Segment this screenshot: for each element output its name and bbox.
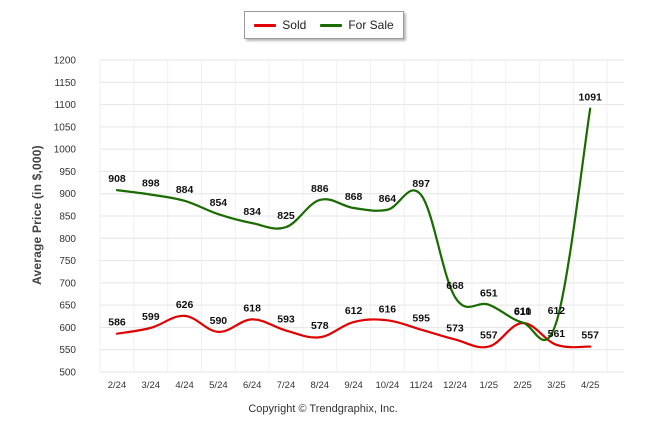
data-label-for-sale: 864 bbox=[379, 193, 397, 205]
data-label-for-sale: 668 bbox=[446, 280, 464, 292]
legend-swatch-for-sale bbox=[320, 23, 343, 27]
y-tick-label: 900 bbox=[59, 189, 76, 200]
data-label-for-sale: 825 bbox=[277, 210, 295, 222]
data-label-for-sale: 651 bbox=[480, 288, 498, 300]
y-tick-label: 1200 bbox=[54, 56, 77, 67]
data-label-sold: 578 bbox=[311, 320, 329, 332]
data-label-sold: 610 bbox=[514, 306, 532, 318]
x-tick-label: 2/25 bbox=[513, 380, 532, 391]
data-label-sold: 626 bbox=[176, 299, 194, 311]
y-tick-label: 1000 bbox=[54, 145, 77, 156]
y-tick-label: 550 bbox=[59, 345, 76, 356]
x-tick-label: 5/24 bbox=[209, 380, 228, 391]
data-label-sold: 557 bbox=[480, 330, 498, 342]
y-tick-label: 950 bbox=[59, 167, 76, 178]
data-label-for-sale: 1091 bbox=[579, 92, 603, 104]
data-label-sold: 599 bbox=[142, 311, 160, 323]
data-label-for-sale: 611 bbox=[514, 306, 531, 318]
legend-item-sold[interactable]: Sold bbox=[254, 18, 306, 32]
data-label-for-sale: 612 bbox=[548, 305, 566, 317]
y-tick-label: 850 bbox=[59, 212, 76, 223]
x-tick-label: 6/24 bbox=[243, 380, 262, 391]
data-label-sold: 595 bbox=[412, 313, 430, 325]
x-tick-label: 12/24 bbox=[443, 380, 467, 391]
series-line-sold bbox=[115, 314, 592, 349]
y-tick-label: 1150 bbox=[54, 78, 76, 89]
x-tick-label: 9/24 bbox=[344, 380, 363, 391]
data-label-sold: 590 bbox=[210, 315, 228, 327]
data-label-for-sale: 898 bbox=[142, 178, 160, 190]
x-tick-label: 3/25 bbox=[547, 380, 566, 391]
legend-label-sold: Sold bbox=[282, 18, 307, 32]
x-tick-label: 2/24 bbox=[108, 380, 127, 391]
legend-label-for-sale: For Sale bbox=[348, 18, 394, 32]
x-tick-label: 4/25 bbox=[581, 380, 600, 391]
legend: Sold For Sale bbox=[244, 11, 404, 39]
y-tick-label: 500 bbox=[59, 368, 76, 379]
data-label-for-sale: 908 bbox=[108, 173, 126, 185]
data-label-sold: 561 bbox=[548, 328, 566, 340]
data-label-for-sale: 897 bbox=[412, 178, 430, 190]
x-tick-label: 7/24 bbox=[277, 380, 296, 391]
data-label-for-sale: 886 bbox=[311, 183, 329, 195]
data-label-sold: 616 bbox=[379, 303, 397, 315]
y-axis-ticks: 500 550 600 650 700 750 800 850 900 950 1000 1050 11… bbox=[54, 56, 77, 379]
y-axis-label: Average Price (in $,000) bbox=[30, 145, 44, 285]
data-label-sold: 618 bbox=[243, 302, 261, 314]
y-tick-label: 700 bbox=[59, 278, 76, 289]
copyright-text: Copyright © Trendgraphix, Inc. bbox=[248, 403, 398, 415]
data-label-sold: 573 bbox=[446, 322, 464, 334]
data-label-for-sale: 854 bbox=[210, 197, 228, 209]
y-tick-label: 1100 bbox=[54, 100, 76, 111]
y-tick-label: 800 bbox=[59, 234, 76, 245]
legend-swatch-sold bbox=[254, 23, 277, 27]
grid-lines bbox=[99, 59, 624, 373]
x-tick-label: 8/24 bbox=[311, 380, 330, 391]
data-label-sold: 557 bbox=[581, 330, 599, 342]
x-axis-ticks: 2/24 3/24 4/24 5/24 6/24 7/24 8/24 9/24 10/24 11/… bbox=[108, 380, 600, 391]
y-tick-label: 750 bbox=[59, 256, 76, 267]
y-tick-label: 1050 bbox=[54, 122, 77, 133]
data-label-sold: 612 bbox=[345, 305, 363, 317]
x-tick-label: 4/24 bbox=[175, 380, 194, 391]
x-tick-label: 11/24 bbox=[410, 380, 433, 391]
data-labels: 586 599 626 590 618 593 578 612 616 595 573 557 610 5… bbox=[108, 92, 602, 342]
data-label-sold: 593 bbox=[277, 314, 295, 326]
y-tick-label: 650 bbox=[59, 301, 76, 312]
data-label-for-sale: 884 bbox=[176, 184, 194, 196]
series-line-for-sale bbox=[115, 107, 592, 341]
y-tick-label: 600 bbox=[59, 323, 76, 334]
data-label-sold: 586 bbox=[108, 317, 126, 329]
x-tick-label: 1/25 bbox=[480, 380, 499, 391]
x-tick-label: 3/24 bbox=[142, 380, 161, 391]
series-lines bbox=[115, 107, 592, 349]
x-tick-label: 10/24 bbox=[376, 380, 400, 391]
data-label-for-sale: 834 bbox=[243, 206, 261, 218]
data-label-for-sale: 868 bbox=[345, 191, 363, 203]
legend-item-for-sale[interactable]: For Sale bbox=[320, 18, 394, 32]
